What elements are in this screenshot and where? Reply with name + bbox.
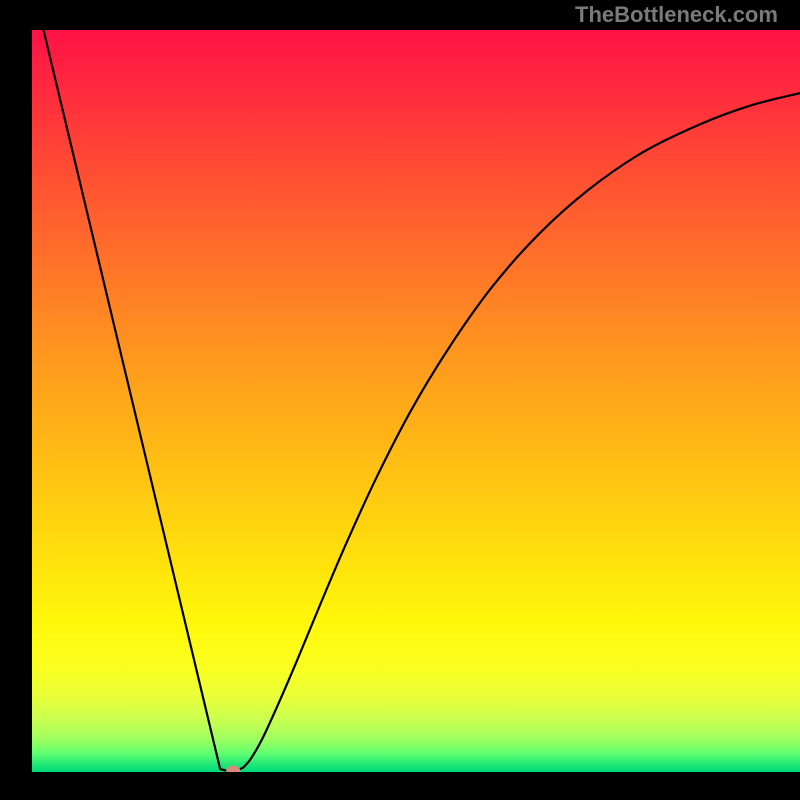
frame-bottom bbox=[0, 772, 800, 800]
frame-left bbox=[0, 0, 32, 800]
bottleneck-chart bbox=[0, 0, 800, 800]
watermark-text: TheBottleneck.com bbox=[575, 2, 778, 28]
